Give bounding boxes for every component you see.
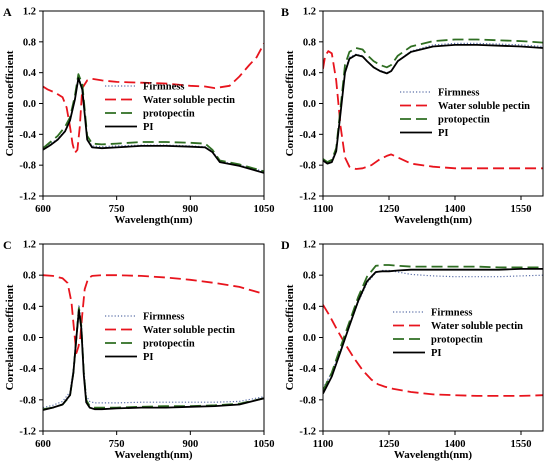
panel-c-series-line-protopectin <box>43 306 264 411</box>
panel-c-x-tick-label: 600 <box>35 439 51 450</box>
panel-d-y-axis-title: Correlation coefficient <box>284 284 296 390</box>
panel-c-legend: Firmness Water soluble pectin protopectin P… <box>105 312 235 363</box>
panel-a-legend-label: Water soluble pectin <box>143 95 235 106</box>
panel-b-x-tick-label: 1550 <box>511 204 532 215</box>
panel-c-legend-label: Firmness <box>143 312 184 323</box>
panel-c-y-tick-label: 0.4 <box>23 302 37 313</box>
panel-d-x-tick-label: 1400 <box>445 439 466 450</box>
panel-c-y-tick-label: -1.2 <box>19 427 36 438</box>
panel-d-x-tick-label: 1100 <box>313 439 333 450</box>
panel-a-x-tick-label: 900 <box>182 204 198 215</box>
panel-d-y-tick-label: 0.8 <box>303 271 316 282</box>
panel-c-series-group <box>43 274 264 411</box>
panel-c-x-tick-label: 900 <box>182 439 198 450</box>
panel-c-legend-label: Water soluble pectin <box>143 325 235 336</box>
panel-b-y-tick-label: 0.0 <box>303 99 316 110</box>
panel-d-y-tick-label: 0.0 <box>303 333 316 344</box>
panel-a-legend-label: protopectin <box>143 109 195 120</box>
panel-d-y-tick-label: -0.8 <box>299 395 316 406</box>
panel-c-y-tick-label: -0.4 <box>19 364 36 375</box>
panel-b-y-tick-label: 0.4 <box>303 68 317 79</box>
panel-a-x-tick-label: 750 <box>109 204 125 215</box>
panel-c-x-axis-title: Wavelength(nm) <box>114 449 193 461</box>
panel-a-y-tick-label: 0.8 <box>23 37 36 48</box>
panel-d-series-line-pi <box>323 267 543 395</box>
panel-c-y-tick-label: -0.8 <box>19 395 36 406</box>
panel-d-y-tick-label: 0.4 <box>303 302 317 313</box>
panel-d-y-tick-label: -0.4 <box>299 364 316 375</box>
panel-b-legend-label: Water soluble pectin <box>438 101 530 112</box>
panel-c-x-tick-label: 750 <box>109 439 125 450</box>
panel-d-y-tick-label: -1.2 <box>299 427 316 438</box>
panel-d-legend: Firmness Water soluble pectin protopectin P… <box>393 308 523 359</box>
panel-b-y-tick-label: -0.4 <box>299 130 316 141</box>
panel-c-y-tick-label: 0.8 <box>23 271 36 282</box>
panel-c-x-tick-label: 1050 <box>254 439 275 450</box>
panel-d-y-tick-label: 1.2 <box>303 240 316 251</box>
panel-a-series-line-pi <box>43 77 264 174</box>
panel-a-series-line-water-soluble-pectin <box>43 42 264 154</box>
panel-b-y-tick-label: -0.8 <box>299 161 316 172</box>
panel-a-y-tick-label: 0.4 <box>23 68 37 79</box>
panel-c-series-line-firmness <box>43 304 264 409</box>
panel-c-y-tick-label: 1.2 <box>23 240 36 251</box>
panel-d-legend-label: Water soluble pectin <box>431 321 523 332</box>
panel-a-y-axis-title: Correlation coefficient <box>4 50 16 156</box>
panel-a-series-group <box>43 42 264 174</box>
panel-c-legend-label: PI <box>143 352 154 363</box>
panel-c-series-line-water-soluble-pectin <box>43 274 264 355</box>
panel-b-letter: B <box>281 5 289 19</box>
panel-d-legend-label: PI <box>431 348 442 359</box>
panel-c-series-line-pi <box>43 309 264 411</box>
panel-c-y-axis-title: Correlation coefficient <box>4 284 16 390</box>
panel-d-x-tick-label: 1550 <box>511 439 532 450</box>
panel-a-x-axis-title: Wavelength(nm) <box>114 214 193 226</box>
panel-a-y-tick-label: -1.2 <box>19 192 36 203</box>
panel-a-series-line-firmness <box>43 75 264 172</box>
panel-a-legend: Firmness Water soluble pectin protopectin P… <box>105 82 235 133</box>
panel-b-y-tick-label: 1.2 <box>303 7 316 18</box>
panel-b-y-tick-label: -1.2 <box>299 192 316 203</box>
panel-b-series-line-pi <box>323 44 543 165</box>
panel-b-x-axis-title: Wavelength(nm) <box>394 214 473 226</box>
panel-a-x-tick-label: 600 <box>35 204 51 215</box>
panel-b-legend-label: protopectin <box>438 115 490 126</box>
panel-a-y-tick-label: -0.4 <box>19 130 36 141</box>
panel-b-y-tick-label: 0.8 <box>303 37 316 48</box>
panel-d-series-line-water-soluble-pectin <box>323 304 543 397</box>
panel-c-letter: C <box>3 238 12 252</box>
panel-b-series-group <box>323 38 543 170</box>
panel-b-y-axis-title: Correlation coefficient <box>284 50 296 156</box>
panel-a-y-tick-label: -0.8 <box>19 161 36 172</box>
panel-b-series-line-protopectin <box>323 38 543 164</box>
panel-b-x-tick-label: 1100 <box>313 204 333 215</box>
panel-a-series-line-protopectin <box>43 73 264 173</box>
panel-a-letter: A <box>3 5 12 19</box>
panel-d-series-line-protopectin <box>323 264 543 391</box>
panel-a-legend-label: PI <box>143 122 154 133</box>
panel-a-y-tick-label: 1.2 <box>23 7 36 18</box>
panel-a-legend-label: Firmness <box>143 82 184 93</box>
panel-a-x-tick-label: 1050 <box>254 204 275 215</box>
panel-c-legend-label: protopectin <box>143 339 195 350</box>
panel-c-y-tick-label: 0.0 <box>23 333 36 344</box>
panel-b-legend: Firmness Water soluble pectin protopectin P… <box>400 88 530 139</box>
panel-b-x-tick-label: 1400 <box>445 204 466 215</box>
panel-d-x-tick-label: 1250 <box>379 439 400 450</box>
panel-d-series-group <box>323 264 543 397</box>
panel-d-legend-label: Firmness <box>431 308 472 319</box>
panel-d-x-axis-title: Wavelength(nm) <box>394 449 473 461</box>
panel-a-y-tick-label: 0.0 <box>23 99 36 110</box>
panel-d-letter: D <box>281 238 290 252</box>
panel-b-x-tick-label: 1250 <box>379 204 400 215</box>
panel-b-legend-label: Firmness <box>438 88 479 99</box>
panel-b-legend-label: PI <box>438 128 449 139</box>
panel-b-series-line-water-soluble-pectin <box>323 50 543 170</box>
panel-d-legend-label: protopectin <box>431 335 483 346</box>
